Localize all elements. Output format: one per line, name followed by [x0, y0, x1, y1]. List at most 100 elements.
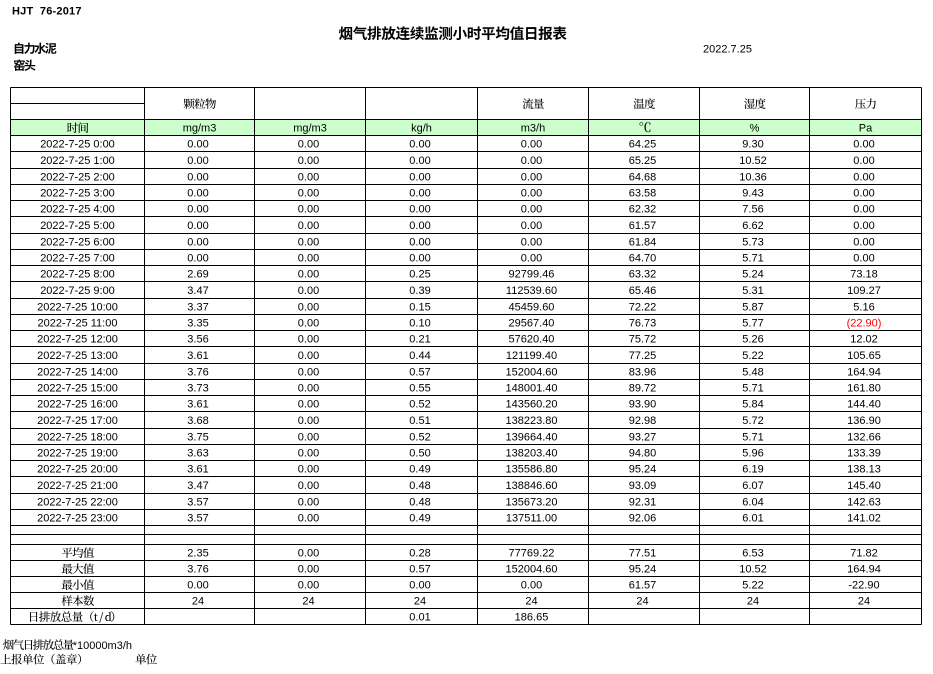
svg-text:95.24: 95.24	[629, 564, 657, 576]
svg-text:0.00: 0.00	[521, 188, 542, 200]
svg-text:5.31: 5.31	[742, 285, 763, 297]
svg-text:0.49: 0.49	[409, 464, 430, 476]
svg-text:6.53: 6.53	[742, 548, 763, 560]
svg-text:24: 24	[636, 596, 648, 608]
svg-text:9.43: 9.43	[742, 188, 763, 200]
svg-text:65.25: 65.25	[629, 155, 657, 167]
svg-text:Pa: Pa	[859, 123, 873, 135]
svg-text:24: 24	[414, 596, 426, 608]
svg-text:45459.60: 45459.60	[509, 302, 555, 314]
svg-text:0.00: 0.00	[521, 253, 542, 265]
svg-text:0.00: 0.00	[187, 253, 208, 265]
svg-text:2022-7-25 19:00: 2022-7-25 19:00	[37, 448, 118, 460]
svg-text:24: 24	[747, 596, 759, 608]
svg-text:%: %	[750, 123, 760, 135]
svg-text:145.40: 145.40	[847, 480, 881, 492]
svg-text:5.48: 5.48	[742, 367, 763, 379]
svg-text:161.80: 161.80	[847, 383, 881, 395]
svg-text:0.00: 0.00	[521, 220, 542, 232]
svg-text:93.90: 93.90	[629, 399, 657, 411]
svg-text:0.00: 0.00	[521, 139, 542, 151]
svg-text:0.00: 0.00	[298, 480, 319, 492]
svg-text:2022-7-25 5:00: 2022-7-25 5:00	[40, 220, 115, 232]
svg-text:94.80: 94.80	[629, 448, 657, 460]
svg-text:24: 24	[192, 596, 204, 608]
svg-text:2022-7-25 12:00: 2022-7-25 12:00	[37, 334, 118, 346]
svg-text:0.49: 0.49	[409, 513, 430, 525]
svg-text:0.00: 0.00	[298, 513, 319, 525]
svg-text:0.00: 0.00	[298, 415, 319, 427]
svg-text:0.00: 0.00	[298, 237, 319, 249]
svg-text:0.00: 0.00	[298, 432, 319, 444]
svg-text:0.51: 0.51	[409, 415, 430, 427]
svg-text:64.68: 64.68	[629, 172, 657, 184]
svg-text:5.96: 5.96	[742, 448, 763, 460]
svg-text:0.44: 0.44	[409, 350, 430, 362]
svg-text:2022-7-25 14:00: 2022-7-25 14:00	[37, 367, 118, 379]
svg-text:0.00: 0.00	[298, 204, 319, 216]
svg-text:0.00: 0.00	[187, 139, 208, 151]
svg-text:0.01: 0.01	[409, 612, 430, 624]
svg-text:0.00: 0.00	[298, 253, 319, 265]
svg-text:0.00: 0.00	[521, 172, 542, 184]
svg-text:0.00: 0.00	[298, 334, 319, 346]
svg-text:5.72: 5.72	[742, 415, 763, 427]
svg-text:0.00: 0.00	[521, 580, 542, 592]
svg-text:29567.40: 29567.40	[509, 318, 555, 330]
svg-text:5.73: 5.73	[742, 237, 763, 249]
svg-text:6.04: 6.04	[742, 497, 763, 509]
svg-text:0.00: 0.00	[298, 548, 319, 560]
svg-text:65.46: 65.46	[629, 285, 657, 297]
svg-text:6.19: 6.19	[742, 464, 763, 476]
svg-text:77.25: 77.25	[629, 350, 657, 362]
svg-text:2022-7-25 6:00: 2022-7-25 6:00	[40, 237, 115, 249]
svg-text:3.76: 3.76	[187, 367, 208, 379]
svg-text:135586.80: 135586.80	[506, 464, 558, 476]
svg-text:92799.46: 92799.46	[509, 269, 555, 281]
svg-text:0.00: 0.00	[853, 237, 874, 249]
svg-text:63.32: 63.32	[629, 269, 657, 281]
svg-text:0.00: 0.00	[409, 253, 430, 265]
svg-text:0.00: 0.00	[853, 155, 874, 167]
svg-text:24: 24	[525, 596, 537, 608]
svg-text:3.75: 3.75	[187, 432, 208, 444]
svg-text:3.57: 3.57	[187, 497, 208, 509]
svg-text:186.65: 186.65	[515, 612, 549, 624]
svg-text:92.06: 92.06	[629, 513, 657, 525]
svg-text:5.22: 5.22	[742, 350, 763, 362]
svg-text:0.00: 0.00	[409, 220, 430, 232]
svg-text:138.13: 138.13	[847, 464, 881, 476]
svg-text:3.61: 3.61	[187, 399, 208, 411]
svg-text:93.09: 93.09	[629, 480, 657, 492]
svg-text:137511.00: 137511.00	[506, 513, 557, 525]
svg-text:139664.40: 139664.40	[506, 432, 558, 444]
svg-text:10.52: 10.52	[739, 155, 767, 167]
svg-text:0.00: 0.00	[298, 367, 319, 379]
svg-text:57620.40: 57620.40	[509, 334, 555, 346]
svg-text:mg/m3: mg/m3	[293, 123, 327, 135]
svg-text:2022-7-25 15:00: 2022-7-25 15:00	[37, 383, 118, 395]
svg-text:75.72: 75.72	[629, 334, 657, 346]
svg-text:0.21: 0.21	[409, 334, 430, 346]
svg-text:3.63: 3.63	[187, 448, 208, 460]
svg-text:2022-7-25 23:00: 2022-7-25 23:00	[37, 513, 118, 525]
svg-text:164.94: 164.94	[847, 367, 881, 379]
svg-text:0.00: 0.00	[298, 188, 319, 200]
svg-text:0.39: 0.39	[409, 285, 430, 297]
svg-text:0.00: 0.00	[409, 237, 430, 249]
svg-text:9.30: 9.30	[742, 139, 763, 151]
svg-text:0.00: 0.00	[298, 172, 319, 184]
svg-text:(22.90): (22.90)	[847, 318, 882, 330]
svg-text:0.00: 0.00	[409, 155, 430, 167]
svg-text:6.62: 6.62	[742, 220, 763, 232]
svg-text:2022-7-25 16:00: 2022-7-25 16:00	[37, 399, 118, 411]
svg-text:7.56: 7.56	[742, 204, 763, 216]
svg-text:0.00: 0.00	[853, 253, 874, 265]
svg-text:0.50: 0.50	[409, 448, 430, 460]
svg-text:0.00: 0.00	[187, 220, 208, 232]
svg-text:62.32: 62.32	[629, 204, 657, 216]
svg-text:2022-7-25 10:00: 2022-7-25 10:00	[37, 302, 118, 314]
svg-text:0.00: 0.00	[853, 204, 874, 216]
svg-text:0.00: 0.00	[853, 172, 874, 184]
svg-text:2022-7-25 17:00: 2022-7-25 17:00	[37, 415, 118, 427]
